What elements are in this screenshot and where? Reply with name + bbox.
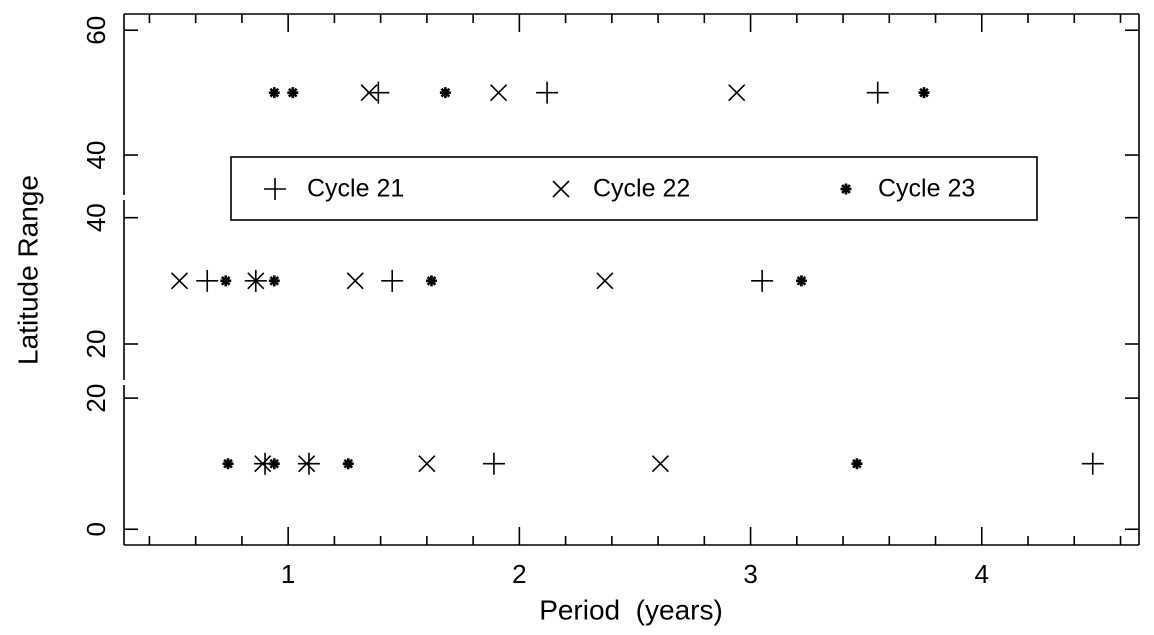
point: [866, 81, 889, 104]
point: [418, 455, 436, 473]
point: [795, 275, 807, 287]
x-axis-label: Period (years): [539, 594, 723, 625]
legend-label: Cycle 21: [307, 175, 404, 203]
y-tick-label: 20: [81, 384, 111, 413]
point: [536, 81, 559, 104]
point: [439, 87, 451, 99]
point: [426, 275, 438, 287]
legend-marker: [552, 180, 570, 198]
point: [170, 272, 189, 290]
point: [222, 458, 234, 470]
y-axis-label: Latitude Range: [12, 175, 43, 365]
legend-label: Cycle 23: [878, 175, 975, 203]
point: [268, 87, 280, 99]
legend-label: Cycle 22: [593, 175, 690, 203]
point: [1081, 452, 1104, 475]
point: [287, 87, 299, 99]
y-tick-label: 40: [81, 141, 111, 170]
y-tick-label: 60: [81, 16, 111, 45]
point: [596, 272, 614, 290]
point: [360, 84, 378, 102]
legend-marker: [264, 178, 286, 200]
point: [247, 272, 265, 290]
point: [268, 275, 280, 287]
legend-marker: [840, 183, 852, 195]
point: [489, 84, 508, 102]
point: [381, 269, 404, 292]
point: [728, 84, 746, 102]
point: [751, 269, 774, 292]
point: [297, 452, 320, 475]
point: [651, 455, 669, 473]
point: [298, 455, 316, 473]
point: [482, 452, 505, 475]
point: [268, 458, 280, 470]
point: [254, 455, 272, 473]
point: [918, 87, 930, 99]
x-tick-label: 2: [512, 559, 526, 589]
point: [220, 275, 232, 287]
y-tick-label: 40: [81, 203, 111, 232]
y-tick-label: 0: [81, 522, 111, 536]
point: [367, 81, 390, 104]
x-tick-label: 3: [743, 559, 757, 589]
y-tick-label: 20: [81, 330, 111, 359]
legend-box: [230, 156, 1038, 221]
point: [346, 272, 364, 290]
x-tick-label: 4: [975, 559, 989, 589]
point: [196, 269, 219, 292]
x-tick-label: 1: [281, 559, 295, 589]
point: [342, 458, 354, 470]
point: [851, 458, 863, 470]
